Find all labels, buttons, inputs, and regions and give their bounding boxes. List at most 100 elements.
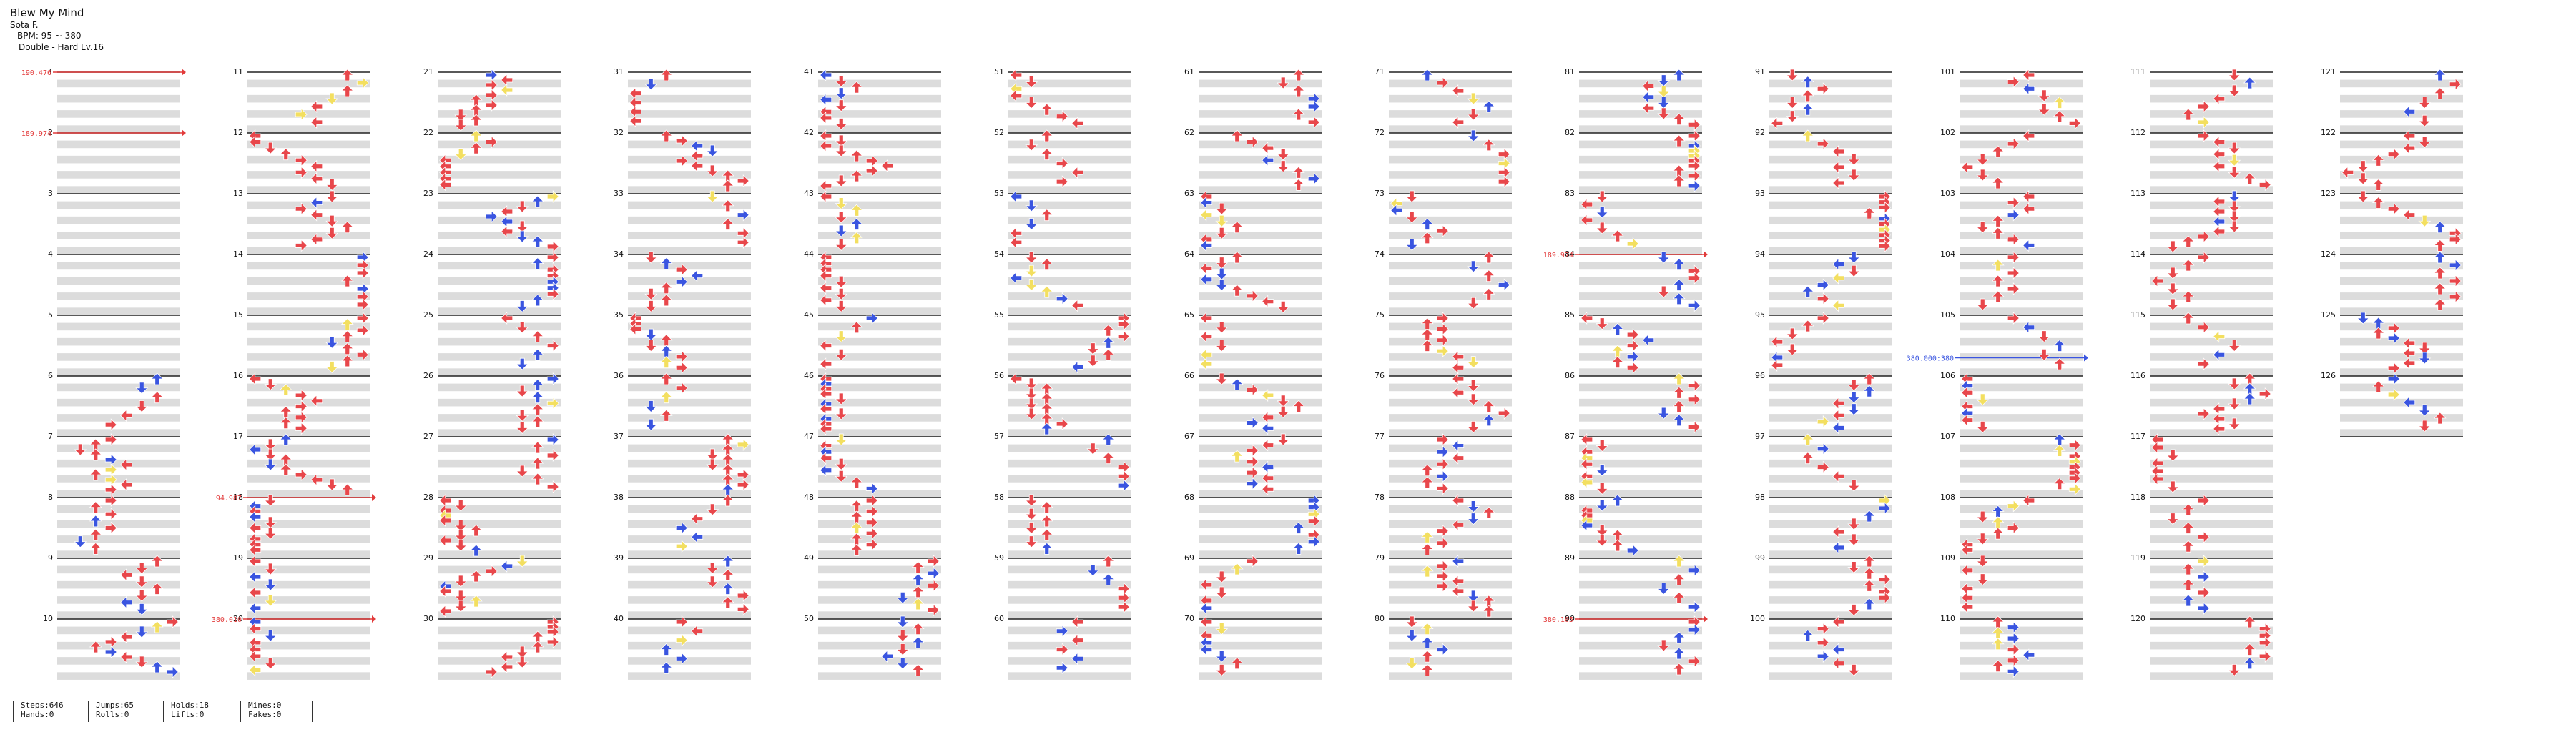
arrow-shape: [2022, 648, 2035, 662]
step-arrow: [691, 530, 704, 544]
arrow-shape: [1801, 320, 1814, 332]
measure-stripe: [57, 337, 180, 346]
arrow-shape: [1215, 227, 1229, 239]
step-arrow: [279, 148, 292, 161]
arrow-shape: [1215, 202, 1229, 215]
arrow-shape: [850, 321, 863, 334]
arrow-shape: [2007, 251, 2020, 264]
step-arrow: [721, 494, 734, 507]
step-arrow: [2243, 392, 2256, 405]
arrow-shape: [1452, 585, 1465, 598]
arrow-shape: [1420, 636, 1434, 649]
measure-stripe: [1199, 292, 1322, 300]
measure-stripe: [628, 641, 751, 650]
step-arrow: [454, 519, 468, 532]
step-arrow: [340, 317, 354, 330]
step-arrow: [1580, 312, 1593, 325]
measure-stripe: [1008, 398, 1131, 407]
arrow-shape: [1467, 600, 1480, 613]
arrow-shape: [340, 355, 354, 367]
arrow-shape: [1010, 190, 1023, 203]
measure-stripe: [1008, 672, 1131, 680]
measure-stripe: [628, 247, 751, 254]
arrow-shape: [1101, 433, 1115, 446]
step-arrow: [2387, 147, 2400, 161]
measure-number: 45: [804, 310, 814, 320]
step-arrow: [2053, 96, 2066, 109]
arrow-shape: [1801, 89, 1814, 102]
measure-stripe: [438, 171, 561, 179]
arrow-shape: [150, 582, 164, 595]
step-arrow: [1420, 636, 1434, 649]
step-arrow: [89, 501, 102, 514]
step-arrow: [74, 443, 87, 456]
arrow-shape: [896, 629, 910, 642]
measure-stripe: [2340, 353, 2463, 361]
arrow-shape: [1657, 285, 1671, 298]
measure-stripe: [2150, 368, 2273, 376]
measure-stripe: [1008, 171, 1131, 179]
measure-number: 22: [423, 128, 433, 137]
step-arrow: [340, 330, 354, 343]
arrow-shape: [1801, 452, 1814, 465]
stat-hands: Hands:0: [21, 710, 54, 719]
step-arrow: [1025, 407, 1038, 420]
arrow-shape: [721, 568, 734, 581]
measure-stripe: [1960, 337, 2083, 346]
step-arrow: [691, 269, 704, 282]
step-arrow: [325, 336, 339, 349]
step-arrow: [1040, 129, 1053, 142]
measure-stripe: [1960, 110, 2083, 118]
stats-end-divider: [312, 701, 327, 722]
arrow-shape: [1642, 333, 1655, 347]
arrow-shape: [1580, 198, 1593, 211]
arrow-shape: [150, 372, 164, 385]
measure-number: 95: [1755, 310, 1765, 320]
step-arrow: [2181, 503, 2195, 516]
measure-stripe: [2150, 626, 2273, 635]
step-arrow: [629, 322, 642, 336]
arrow-shape: [1056, 292, 1068, 305]
step-arrow: [1436, 458, 1449, 471]
measure-stripe: [1199, 247, 1322, 254]
step-arrow: [249, 555, 262, 568]
measure-stripe: [1008, 94, 1131, 103]
measure-stripe: [628, 580, 751, 589]
measure-stripe: [1199, 535, 1322, 543]
arrow-shape: [2181, 521, 2195, 534]
arrow-shape: [1056, 624, 1068, 638]
arrow-shape: [2418, 420, 2432, 432]
arrow-shape: [835, 197, 848, 210]
measure-stripe: [1769, 353, 1892, 361]
arrow-shape: [1832, 541, 1845, 554]
step-arrow: [1292, 108, 1305, 121]
arrow-shape: [1215, 340, 1229, 352]
step-arrow: [150, 582, 164, 595]
song-difficulty: Double - Hard Lv.16: [19, 42, 104, 52]
arrow-shape: [166, 615, 179, 628]
measure-stripe: [1389, 247, 1512, 254]
measure-stripe: [1769, 262, 1892, 270]
arrow-shape: [135, 589, 149, 602]
step-arrow: [2053, 339, 2066, 352]
measure-number: 32: [614, 128, 624, 137]
measure-stripe: [57, 520, 180, 528]
arrow-shape: [1200, 330, 1213, 343]
arrow-shape: [706, 575, 719, 588]
step-arrow: [1040, 422, 1053, 435]
measure-stripe: [57, 155, 180, 164]
arrow-shape: [1580, 475, 1593, 489]
step-arrow: [454, 590, 468, 603]
step-arrow: [2433, 267, 2447, 280]
step-arrow: [1390, 204, 1403, 217]
step-arrow: [325, 227, 339, 239]
arrow-shape: [2007, 137, 2020, 150]
step-arrow: [911, 585, 925, 598]
measure-stripe: [1389, 216, 1512, 224]
measure-stripe: [818, 94, 941, 103]
measure-stripe: [2150, 322, 2273, 331]
measure-stripe: [1579, 596, 1702, 604]
measure-stripe: [1960, 626, 2083, 635]
arrow-shape: [249, 622, 262, 635]
measure-stripe: [1960, 186, 2083, 194]
